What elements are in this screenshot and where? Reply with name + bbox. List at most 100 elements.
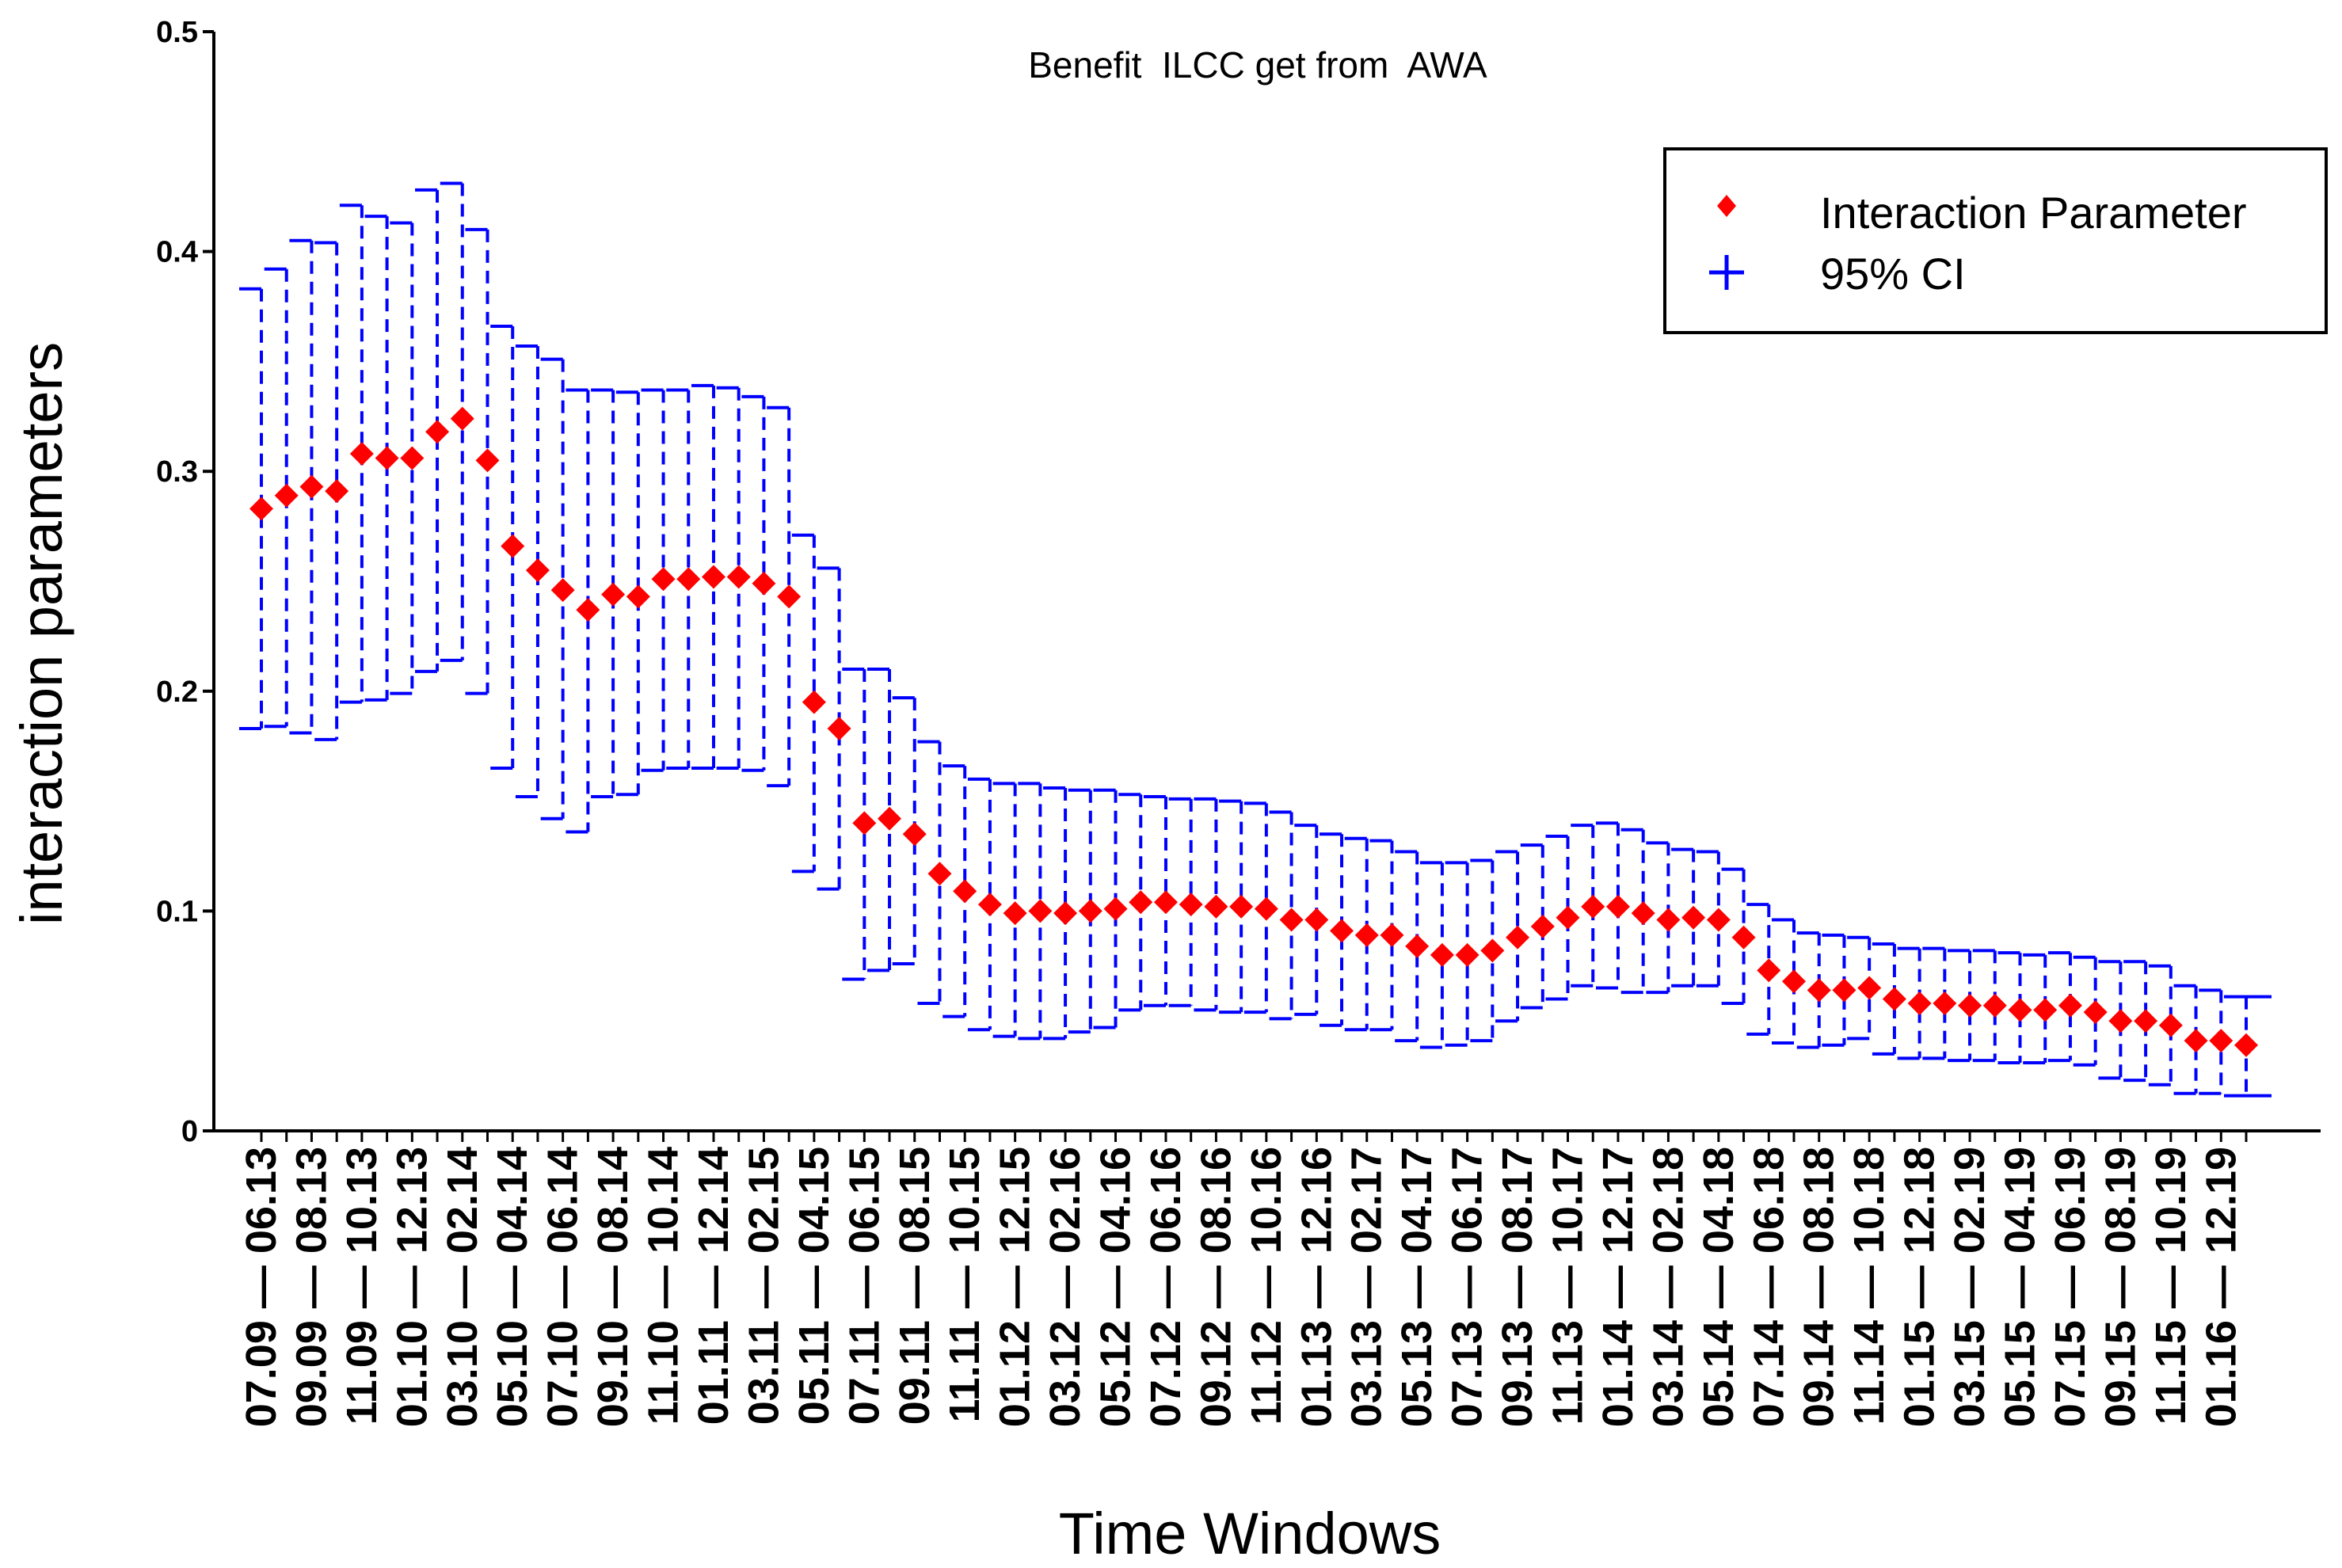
data-point	[1731, 925, 1756, 950]
data-point	[2209, 1029, 2233, 1053]
x-tick-labels: 07.09 — 06.13 09.09 — 08.13 11.09 — 10.13 0…	[238, 1131, 2248, 1427]
data-point	[1982, 993, 2007, 1018]
data-point	[2134, 1009, 2158, 1033]
ci-bar	[1948, 949, 1972, 1063]
data-point	[1153, 890, 1178, 915]
data-point	[550, 578, 575, 603]
ci-bar	[1972, 949, 1997, 1063]
ci-bar	[2098, 960, 2123, 1080]
x-tick-label: 03.12 — 02.16	[1042, 1147, 1089, 1427]
y-axis-label: interaction parameters	[9, 342, 74, 925]
data-point	[752, 571, 776, 596]
ci-bar	[2148, 964, 2173, 1087]
ci-bar	[1922, 946, 1947, 1060]
data-point	[1807, 978, 1831, 1003]
ci-bar	[817, 566, 841, 891]
data-point	[701, 565, 725, 589]
ci-bar	[1897, 946, 1921, 1060]
x-tick-label: 11.10 — 10.14	[640, 1147, 687, 1425]
data-point	[1304, 908, 1329, 932]
ci-bar	[2023, 953, 2047, 1064]
x-tick-label: 05.14 — 04.18	[1695, 1147, 1742, 1427]
data-point	[2083, 1000, 2108, 1025]
y-tick-label: 0	[181, 1115, 198, 1148]
data-point	[1330, 919, 1354, 943]
ci-bar	[1772, 918, 1796, 1045]
data-point	[1380, 923, 1404, 947]
data-point	[375, 446, 399, 470]
ci-bar	[566, 388, 590, 834]
x-tick-label: 07.10 — 06.14	[539, 1147, 587, 1427]
ci-bar	[289, 238, 314, 735]
x-tick-label: 01.16 — 12.19	[2197, 1147, 2245, 1427]
data-point	[1430, 942, 1454, 967]
x-tick-label: 07.09 — 06.13	[238, 1147, 285, 1427]
x-tick-label: 07.15 — 06.19	[2047, 1147, 2094, 1427]
x-tick-label: 05.10 — 04.14	[489, 1147, 536, 1427]
data-point	[1631, 901, 1655, 926]
ci-bar	[1997, 951, 2022, 1064]
ci-bar	[1068, 788, 1092, 1034]
x-tick-label: 03.11 — 02.15	[740, 1147, 787, 1425]
y-tick-label: 0.3	[156, 455, 198, 489]
ci-bar	[415, 188, 440, 673]
ci-bar	[1646, 841, 1670, 995]
x-tick-label: 05.12 — 04.16	[1092, 1147, 1140, 1427]
data-point	[726, 565, 751, 589]
data-point	[1480, 938, 1505, 963]
chart-title: Benefit ILCC get from AWA	[1028, 44, 1487, 86]
data-point	[299, 474, 324, 499]
data-point	[475, 448, 500, 473]
data-point	[676, 567, 701, 592]
x-tick-label: 07.14 — 06.18	[1745, 1147, 1792, 1427]
data-point	[325, 479, 349, 504]
ci-bar	[239, 287, 263, 730]
x-tick-label: 03.14 — 02.18	[1644, 1147, 1692, 1427]
x-tick-label: 05.13 — 04.17	[1393, 1147, 1441, 1427]
x-tick-label: 05.15 — 04.19	[1997, 1147, 2044, 1427]
ci-bar	[2047, 951, 2072, 1063]
x-tick-label: 03.15 — 02.19	[1946, 1147, 1994, 1427]
data-point	[2033, 998, 2058, 1022]
data-point	[626, 584, 650, 609]
x-tick-label: 01.14 — 12.17	[1594, 1147, 1642, 1427]
legend-label-interaction-parameter: Interaction Parameter	[1820, 188, 2246, 238]
data-point	[1506, 925, 1530, 950]
data-point	[1028, 899, 1053, 923]
data-point	[1907, 991, 1932, 1015]
data-point	[274, 483, 299, 508]
x-tick-label: 09.10 — 08.14	[589, 1147, 637, 1427]
ci-bar	[1520, 843, 1544, 1010]
x-tick-label: 11.09 — 10.13	[338, 1147, 386, 1425]
ci-bar	[364, 215, 389, 702]
data-point	[425, 420, 450, 444]
x-tick-label: 09.12 — 08.16	[1192, 1147, 1240, 1427]
data-point	[1229, 894, 1254, 919]
data-point	[249, 497, 273, 521]
legend-label-95-ci: 95% CI	[1820, 249, 1966, 299]
data-point	[1204, 894, 1228, 919]
data-point	[1556, 905, 1580, 930]
data-point	[1405, 934, 1430, 958]
ci-bar	[490, 324, 515, 770]
data-point	[802, 690, 826, 714]
x-tick-label: 09.14 — 08.18	[1796, 1147, 1843, 1427]
data-point	[2008, 998, 2032, 1022]
data-point	[878, 806, 902, 831]
data-point	[2234, 1033, 2258, 1057]
ci-bar	[515, 344, 539, 799]
data-point	[827, 716, 851, 740]
x-tick-label: 11.12 — 10.16	[1243, 1147, 1290, 1425]
data-point	[525, 558, 550, 583]
x-tick-label: 05.11 — 04.15	[790, 1147, 838, 1425]
legend-diamond-marker	[1717, 195, 1736, 217]
data-point	[1279, 908, 1304, 932]
data-point	[953, 879, 977, 904]
y-tick-label: 0.5	[156, 16, 198, 49]
data-point	[1857, 976, 1882, 1000]
ci-bar	[1872, 942, 1896, 1056]
ci-bar	[1571, 824, 1595, 988]
x-tick-label: 01.12 — 12.15	[992, 1147, 1039, 1427]
data-point	[576, 598, 600, 622]
